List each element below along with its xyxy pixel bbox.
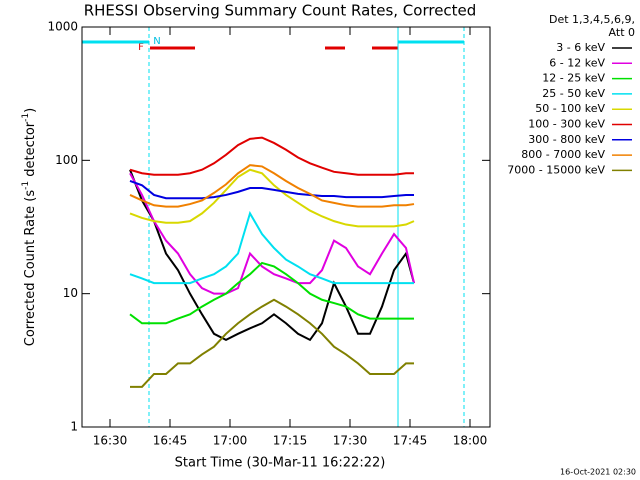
series-line [129,172,415,295]
series-line [129,168,415,228]
x-tick-label: 17:30 [333,434,368,448]
y-axis-label: Corrected Count Rate (s-1 detector-1) [21,108,38,346]
legend-label: 3 - 6 keV [556,41,605,54]
legend-label: 50 - 100 keV [535,102,605,115]
y-label-sup: -1 [21,113,31,122]
legend-label: 7000 - 15000 keV [507,163,605,176]
y-label-part: Corrected Count Rate (s [23,190,38,347]
x-tick-label: 18:00 [453,434,488,448]
y-label-sup: -1 [21,181,31,190]
x-tick-label: 17:00 [213,434,248,448]
y-tick-label: 100 [55,153,78,167]
y-label-part: detector [23,121,38,181]
legend-label: 300 - 800 keV [528,133,605,146]
x-tick-label: 17:45 [393,434,428,448]
series-line [129,136,414,176]
legend-label: 6 - 12 keV [549,56,605,69]
x-tick-label: 17:15 [273,434,308,448]
y-tick-label: 1000 [47,20,78,34]
legend-label: 800 - 7000 keV [521,148,605,161]
series-line [129,180,414,200]
series-line [129,169,415,342]
series-line [129,210,414,285]
series-line [129,164,415,208]
x-tick-label: 16:30 [93,434,128,448]
chart-title: RHESSI Observing Summary Count Rates, Co… [84,2,477,20]
legend-label: 12 - 25 keV [542,72,605,85]
flags [82,40,464,50]
legend-label: 25 - 50 keV [542,87,605,100]
y-label-part: ) [23,108,38,113]
flag-n: N [153,36,160,47]
series-line [130,298,414,388]
series-line [129,261,414,325]
x-tick-label: 16:45 [153,434,188,448]
y-tick-label: 10 [63,286,78,300]
y-tick-label: 1 [70,420,78,434]
legend-header: Att 0 [609,26,635,39]
legend-header: Det 1,3,4,5,6,9, [549,13,635,26]
legend-label: 100 - 300 keV [528,118,605,131]
flag-f: F [138,42,144,53]
x-axis-label: Start Time (30-Mar-11 16:22:22) [175,456,386,471]
footer: 16-Oct-2021 02:30 [560,468,636,477]
plot-frame [81,26,491,428]
